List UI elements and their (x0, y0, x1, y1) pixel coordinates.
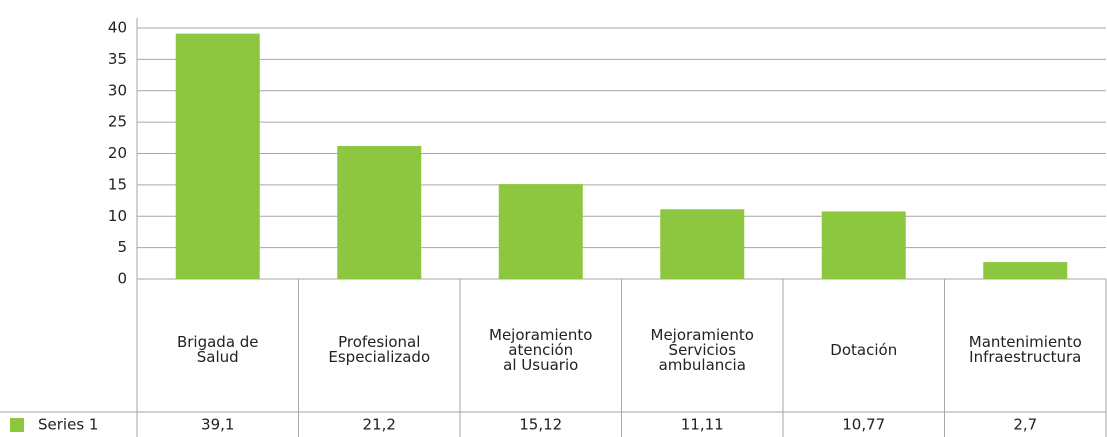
y-tick-label: 0 (117, 270, 127, 288)
y-tick-label: 40 (108, 19, 127, 37)
bar (498, 184, 583, 279)
value-label: 10,77 (842, 416, 885, 434)
category-label: Mejoramiento Servicios ambulancia (650, 325, 754, 374)
legend-swatch (10, 418, 24, 432)
value-label: 2,7 (1013, 416, 1037, 434)
y-tick-label: 35 (108, 50, 127, 68)
bar (175, 33, 260, 280)
y-tick-label: 25 (108, 113, 127, 131)
bar (983, 262, 1068, 279)
y-tick-label: 5 (117, 238, 127, 256)
value-label: 15,12 (519, 416, 562, 434)
y-tick-label: 20 (108, 144, 127, 162)
y-tick-label: 15 (108, 175, 127, 193)
category-label: Mejoramiento atención al Usuario (489, 325, 593, 374)
category-label: Mantenimiento Infraestructura (968, 333, 1082, 366)
y-tick-label: 10 (108, 207, 127, 225)
value-label: 39,1 (201, 416, 234, 434)
legend-label: Series 1 (38, 416, 98, 434)
category-label: Brigada de Salud (176, 333, 259, 366)
value-label: 11,11 (681, 416, 724, 434)
bar (337, 145, 422, 279)
value-label: 21,2 (363, 416, 396, 434)
category-label: Dotación (830, 340, 898, 359)
y-tick-label: 30 (108, 81, 127, 99)
category-label: Profesional Especializado (328, 333, 431, 366)
bar (821, 211, 906, 279)
bar (660, 209, 745, 279)
